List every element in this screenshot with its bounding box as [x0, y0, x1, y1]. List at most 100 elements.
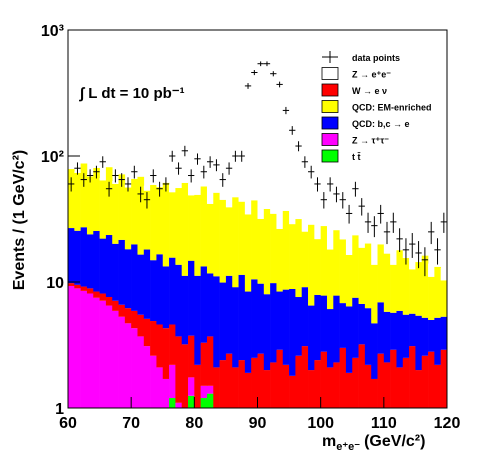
histogram-bar [118, 174, 126, 240]
data-point [409, 233, 416, 258]
histogram-bar [352, 217, 359, 236]
histogram-bar [364, 364, 372, 408]
histogram-bar [156, 254, 164, 325]
x-axis-label: me⁺e⁻ (GeV/c²) [322, 433, 425, 453]
histogram-bar [244, 214, 252, 292]
data-point [169, 150, 176, 162]
histogram-bar [99, 238, 107, 294]
histogram-bar [200, 266, 208, 343]
histogram-bar [118, 239, 126, 305]
legend-swatch [321, 116, 339, 130]
histogram-bar [80, 286, 88, 291]
data-point [263, 61, 271, 67]
histogram-bar [396, 367, 404, 408]
histogram-bar [194, 364, 201, 408]
histogram-bar [156, 324, 164, 368]
histogram-bar [188, 335, 195, 378]
data-point [282, 106, 290, 115]
histogram-bar [333, 230, 340, 296]
histogram-bar [390, 312, 397, 350]
histogram-bar [282, 210, 290, 290]
histogram-bar [86, 288, 94, 294]
data-point [390, 212, 397, 233]
histogram-bar [86, 293, 94, 408]
histogram-bar [251, 357, 258, 408]
histogram-bar [137, 336, 145, 408]
data-point [352, 181, 359, 197]
histogram-bar [257, 66, 265, 219]
plot-area [68, 61, 447, 408]
data-point [295, 141, 302, 152]
histogram-bar [68, 283, 75, 286]
legend-swatch [321, 149, 339, 163]
histogram-bar [345, 372, 353, 408]
data-point [371, 216, 378, 238]
histogram-bar [162, 378, 170, 408]
histogram-bar [415, 370, 423, 408]
histogram-bar [118, 316, 126, 408]
histogram-bar [333, 207, 340, 231]
histogram-bar [421, 355, 429, 408]
histogram-bar [150, 355, 157, 408]
histogram-bar [339, 303, 347, 348]
histogram-bar [251, 76, 258, 201]
histogram-bar [169, 398, 176, 408]
histogram-bar [124, 249, 132, 309]
x-tick-label: 70 [122, 415, 140, 432]
histogram-bar [206, 273, 214, 337]
data-point [421, 247, 429, 277]
histogram-bar [434, 266, 441, 318]
y-tick-label: 1 [55, 401, 64, 418]
histogram-bar [112, 183, 119, 244]
histogram-bar [434, 364, 441, 408]
histogram-bar [289, 224, 296, 289]
histogram-bar [194, 194, 201, 276]
histogram-bar [295, 297, 303, 356]
histogram-bar [295, 167, 303, 220]
histogram-bar [68, 167, 75, 170]
histogram-bar [440, 280, 447, 317]
histogram-bar [181, 182, 189, 276]
histogram-bar [143, 346, 151, 408]
histogram-bar [326, 249, 334, 310]
histogram-bar [301, 287, 309, 347]
histogram-bar [169, 192, 176, 258]
data-point [396, 228, 403, 252]
histogram-bar [219, 199, 227, 283]
histogram-bar [295, 219, 303, 298]
histogram-bar [68, 228, 75, 284]
histogram-bar [257, 353, 265, 408]
histogram-bar [440, 316, 447, 350]
x-tick-label: 110 [371, 415, 397, 432]
histogram-bar [339, 239, 347, 304]
histogram-bar [105, 167, 113, 236]
histogram-bar [402, 258, 410, 315]
data-point [99, 156, 106, 168]
data-point [364, 212, 372, 233]
histogram-bar [308, 305, 315, 371]
data-point [402, 238, 410, 265]
data-point [238, 150, 245, 162]
histogram-bar [409, 269, 416, 314]
histogram-bar [74, 288, 81, 408]
data-point [200, 165, 207, 179]
histogram-bar [270, 85, 277, 214]
histogram-bar [86, 176, 94, 235]
data-point [181, 145, 189, 157]
data-point [257, 61, 264, 67]
histogram-bar [358, 228, 366, 248]
histogram-bar [428, 276, 435, 320]
histogram-bar [257, 218, 265, 284]
y-tick-label: 10² [41, 149, 64, 166]
histogram-bar [238, 129, 246, 202]
histogram-bar [80, 290, 88, 408]
histogram-bar [118, 304, 126, 317]
legend-label: QCD: EM-enriched [352, 103, 432, 113]
histogram-bar [169, 257, 176, 325]
data-point [74, 162, 81, 175]
histogram-bar [200, 385, 208, 399]
histogram-bar [352, 297, 359, 358]
histogram-bar [390, 247, 397, 265]
data-point [118, 173, 125, 187]
